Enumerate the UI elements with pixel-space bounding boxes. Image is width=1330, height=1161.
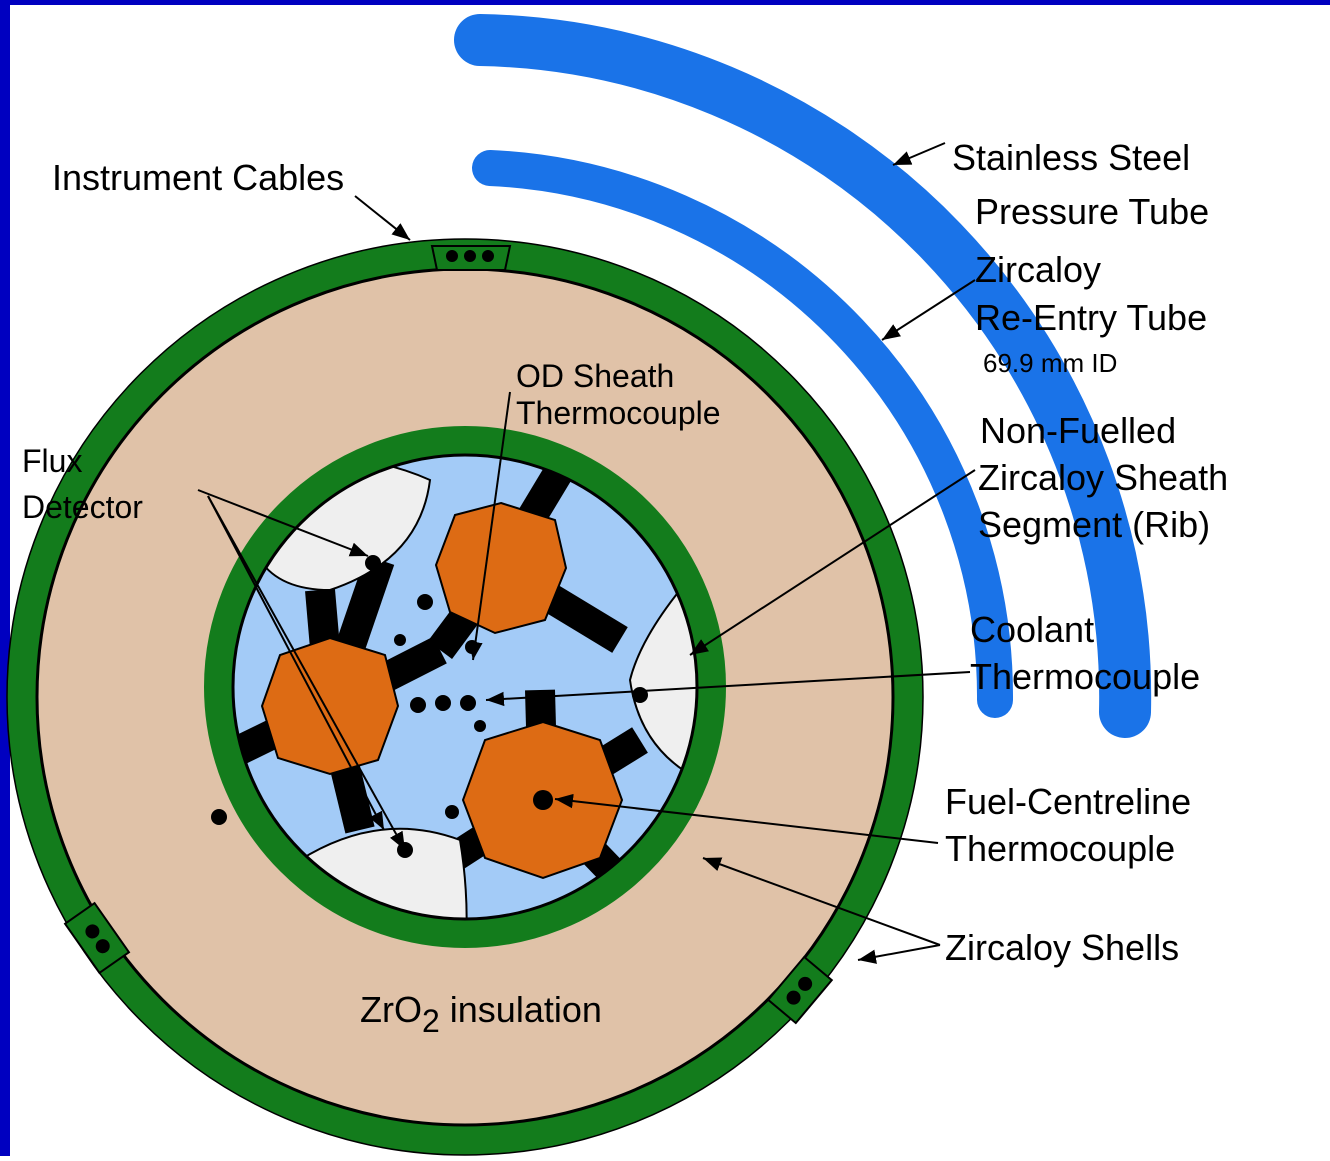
label: Pressure Tube [975,191,1209,232]
label: Non-Fuelled [980,410,1176,451]
label: Thermocouple [945,828,1175,869]
label: Fuel-Centreline [945,781,1191,822]
left-bar [0,0,10,1156]
label: OD Sheath [516,358,674,394]
label: Zircaloy Sheath [978,457,1228,498]
outer-shell-edge [6,238,924,1156]
pressure-tube [454,14,1152,738]
label: 69.9 mm ID [983,348,1117,378]
label: Flux [22,443,82,479]
bundle [233,455,697,919]
label: Zircaloy [975,249,1101,290]
arrows [197,142,976,964]
label-part: ZrO [360,989,422,1030]
label: Re-Entry Tube [975,297,1207,338]
label-part: insulation [440,989,602,1030]
top-bar [0,0,1330,5]
label: Segment (Rib) [978,504,1210,545]
cable-box [430,245,512,271]
reentry-tube [472,150,1014,718]
label: Instrument Cables [52,157,344,198]
label: Thermocouple [516,395,721,431]
label: Stainless Steel [952,137,1190,178]
label: Thermocouple [970,656,1200,697]
dot [211,809,227,825]
label: Zircaloy Shells [945,927,1179,968]
label: Detector [22,489,143,525]
label: ZrO2 insulation [360,989,602,1039]
label-subscript: 2 [422,1003,440,1039]
label: Coolant [970,609,1094,650]
cable-box [766,955,834,1025]
cable-box [63,901,131,975]
